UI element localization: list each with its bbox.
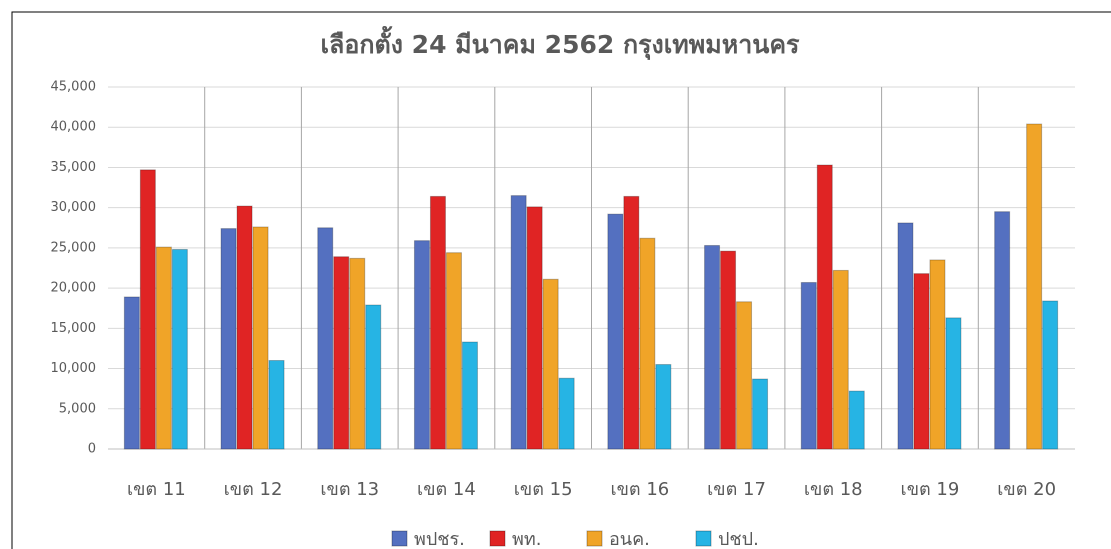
bar (527, 207, 542, 449)
legend-label: พปชร. (414, 529, 465, 549)
legend-label: พท. (512, 529, 541, 549)
bar (801, 282, 816, 449)
bar (753, 379, 768, 449)
x-tick-label: เขต 12 (224, 479, 283, 500)
bar (817, 165, 832, 449)
bar (446, 253, 461, 449)
bar (721, 251, 736, 449)
legend-label: ปชป. (718, 529, 759, 549)
x-tick-label: เขต 11 (127, 479, 186, 500)
bar (124, 297, 139, 449)
bar (624, 196, 639, 449)
chart-title: เลือกตั้ง 24 มีนาคม 2562 กรุงเทพมหานคร (321, 25, 801, 61)
bar (705, 245, 720, 449)
bar (608, 214, 623, 449)
x-tick-label: เขต 15 (514, 479, 573, 500)
y-tick-label: 40,000 (51, 120, 97, 135)
x-tick-label: เขต 20 (997, 479, 1056, 500)
y-tick-label: 35,000 (51, 160, 97, 175)
bar (946, 318, 961, 449)
bar (1043, 301, 1058, 449)
y-tick-label: 30,000 (51, 200, 97, 215)
bar (559, 378, 574, 449)
bar (318, 228, 333, 449)
bar (172, 249, 187, 449)
bar (898, 223, 913, 449)
legend-label: อนค. (609, 529, 650, 549)
legend-swatch (696, 531, 711, 546)
bar (140, 170, 155, 449)
bar (543, 279, 558, 449)
bar (511, 196, 526, 449)
bar (930, 260, 945, 449)
bar (462, 342, 477, 449)
legend-swatch (392, 531, 407, 546)
bar (640, 238, 655, 449)
bar (414, 241, 429, 449)
bar (995, 212, 1010, 449)
bar (656, 365, 671, 449)
y-tick-label: 15,000 (51, 321, 97, 336)
legend-swatch (587, 531, 602, 546)
bar (1027, 124, 1042, 449)
chart: เลือกตั้ง 24 มีนาคม 2562 กรุงเทพมหานคร 0… (0, 0, 1111, 549)
bar (221, 229, 236, 449)
y-tick-label: 0 (88, 442, 96, 457)
y-tick-label: 25,000 (51, 240, 97, 255)
x-tick-label: เขต 14 (417, 479, 476, 500)
bar (366, 305, 381, 449)
y-tick-label: 20,000 (51, 281, 97, 296)
x-tick-label: เขต 19 (901, 479, 960, 500)
bar (737, 302, 752, 449)
x-tick-label: เขต 17 (707, 479, 766, 500)
bar (269, 361, 284, 449)
bar (350, 258, 365, 449)
bar (253, 227, 268, 449)
bar (156, 247, 171, 449)
bar (237, 206, 252, 449)
y-tick-label: 45,000 (51, 80, 97, 95)
bar (833, 270, 848, 449)
y-tick-label: 10,000 (51, 361, 97, 376)
legend-swatch (490, 531, 505, 546)
bar (849, 391, 864, 449)
x-tick-label: เขต 16 (610, 479, 669, 500)
bar (334, 257, 349, 449)
bar (914, 274, 929, 449)
x-tick-label: เขต 13 (320, 479, 379, 500)
x-tick-label: เขต 18 (804, 479, 863, 500)
y-tick-label: 5,000 (59, 401, 96, 416)
bar (430, 196, 445, 449)
